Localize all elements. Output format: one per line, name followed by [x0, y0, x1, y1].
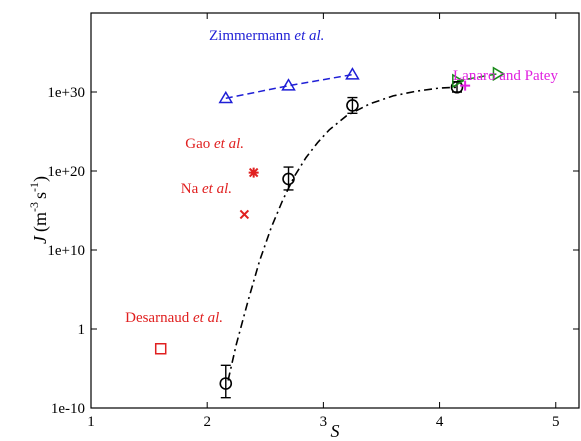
- y-tick-label: 1e+30: [47, 85, 85, 101]
- series-label: Na et al.: [181, 181, 232, 197]
- y-tick-label: 1e+10: [47, 243, 85, 259]
- series-label: Lanaro and Patey: [453, 68, 558, 84]
- data-point: [346, 99, 359, 112]
- series-label: Zimmermann et al.: [209, 28, 324, 44]
- x-tick-label: 1: [87, 414, 95, 430]
- series-line: [456, 73, 498, 82]
- data-point: [281, 78, 296, 91]
- series-group: [239, 209, 250, 220]
- y-tick-label: 1e-10: [51, 401, 85, 417]
- data-point: [492, 66, 506, 82]
- y-axis-label: J(m-3s-1): [27, 176, 51, 244]
- y-axis: 1e-10 1 1e+10 1e+20 1e+30: [47, 85, 579, 417]
- error-bar: [283, 166, 294, 191]
- series-group: [218, 67, 360, 104]
- series-group: [452, 66, 506, 89]
- data-point: [450, 80, 464, 94]
- x-tick-label: 5: [552, 414, 560, 430]
- fit-curves: [225, 73, 498, 381]
- series-group: [154, 343, 167, 355]
- data-point: [460, 80, 471, 91]
- data-point: [154, 343, 167, 355]
- x-tick-label: 3: [320, 414, 328, 430]
- y-tick-label: 1: [78, 322, 86, 338]
- data-point: [248, 167, 259, 178]
- data-point: [452, 73, 465, 89]
- x-axis-label: S: [331, 421, 340, 441]
- series-labels: Zimmermann et al. Lanaro and Patey Gao et …: [125, 28, 558, 326]
- x-tick-label: 4: [436, 414, 444, 430]
- series-label: Desarnaud et al.: [125, 310, 223, 326]
- fit-curve: [227, 86, 458, 381]
- data-point: [219, 377, 233, 390]
- series-label: Gao et al.: [185, 136, 244, 152]
- error-bar: [220, 364, 231, 399]
- series-group: [248, 167, 259, 178]
- data-point: [239, 209, 250, 220]
- series-group: [460, 80, 471, 91]
- x-axis: 1 2 3 4 5: [87, 13, 560, 430]
- data-marks: [154, 66, 506, 399]
- series-group: [219, 80, 464, 399]
- x-tick-label: 2: [203, 414, 211, 430]
- data-point: [282, 172, 295, 186]
- data-point: [345, 67, 360, 80]
- y-tick-label: 1e+20: [47, 164, 85, 180]
- plot-frame: [90, 12, 580, 409]
- data-point: [218, 90, 234, 104]
- series-line: [225, 73, 353, 100]
